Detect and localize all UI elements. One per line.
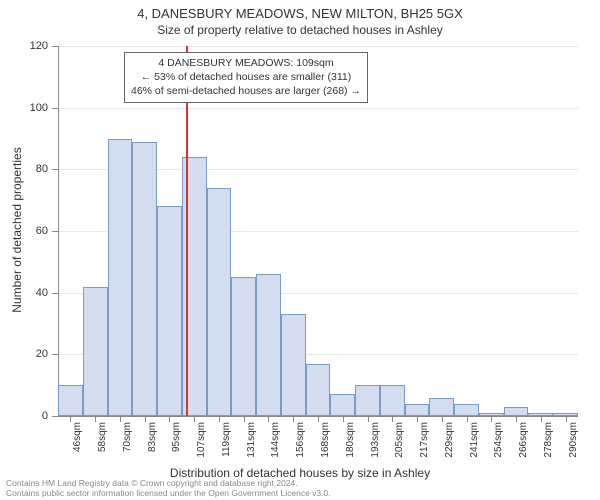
x-tick-label: 83sqm xyxy=(147,422,158,452)
chart-container: 4, DANESBURY MEADOWS, NEW MILTON, BH25 5… xyxy=(0,0,600,500)
gridline xyxy=(58,46,578,47)
x-tick xyxy=(541,416,542,422)
title-main: 4, DANESBURY MEADOWS, NEW MILTON, BH25 5… xyxy=(0,0,600,21)
histogram-bar xyxy=(306,364,331,416)
x-tick-label: 144sqm xyxy=(270,422,281,458)
x-tick xyxy=(95,416,96,422)
x-tick-label: 156sqm xyxy=(295,422,306,458)
y-axis-line xyxy=(58,46,59,416)
x-tick-label: 266sqm xyxy=(518,422,529,458)
y-tick-label: 40 xyxy=(36,287,58,299)
x-tick-label: 217sqm xyxy=(419,422,430,458)
y-tick-label: 0 xyxy=(42,410,58,422)
y-tick-label: 80 xyxy=(36,163,58,175)
y-axis-title: Number of detached properties xyxy=(10,147,24,312)
x-tick xyxy=(244,416,245,422)
y-tick-label: 100 xyxy=(30,102,58,114)
x-tick-label: 241sqm xyxy=(469,422,480,458)
x-tick xyxy=(467,416,468,422)
histogram-bar xyxy=(207,188,232,416)
x-tick-label: 290sqm xyxy=(568,422,579,458)
x-tick-label: 193sqm xyxy=(370,422,381,458)
annotation-line-2: ← 53% of detached houses are smaller (31… xyxy=(131,70,361,84)
histogram-bar xyxy=(256,274,281,416)
histogram-bar xyxy=(429,398,454,417)
x-tick xyxy=(120,416,121,422)
x-tick-label: 205sqm xyxy=(394,422,405,458)
x-tick-label: 46sqm xyxy=(72,422,83,452)
x-tick xyxy=(442,416,443,422)
plot-area: 4 DANESBURY MEADOWS: 109sqm ← 53% of det… xyxy=(58,46,578,416)
x-tick-label: 278sqm xyxy=(543,422,554,458)
y-tick-label: 60 xyxy=(36,225,58,237)
title-sub: Size of property relative to detached ho… xyxy=(0,21,600,37)
x-tick-label: 107sqm xyxy=(196,422,207,458)
histogram-bar xyxy=(132,142,157,416)
x-tick-label: 58sqm xyxy=(97,422,108,452)
histogram-bar xyxy=(454,404,479,416)
x-tick-label: 131sqm xyxy=(246,422,257,458)
histogram-bar xyxy=(281,314,306,416)
footer-attribution: Contains HM Land Registry data © Crown c… xyxy=(6,479,331,498)
annotation-line-1: 4 DANESBURY MEADOWS: 109sqm xyxy=(131,56,361,70)
x-tick xyxy=(368,416,369,422)
x-tick-label: 229sqm xyxy=(444,422,455,458)
histogram-bar xyxy=(157,206,182,416)
histogram-bar xyxy=(58,385,83,416)
histogram-bar xyxy=(231,277,256,416)
x-tick-label: 168sqm xyxy=(320,422,331,458)
x-tick xyxy=(145,416,146,422)
histogram-bar xyxy=(405,404,430,416)
histogram-bar xyxy=(355,385,380,416)
y-tick-label: 20 xyxy=(36,348,58,360)
y-tick-label: 120 xyxy=(30,40,58,52)
histogram-bar xyxy=(330,394,355,416)
annotation-line-3: 46% of semi-detached houses are larger (… xyxy=(131,84,361,98)
x-tick-label: 70sqm xyxy=(122,422,133,452)
x-tick-label: 95sqm xyxy=(171,422,182,452)
footer-line-2: Contains public sector information licen… xyxy=(6,489,331,498)
x-tick xyxy=(516,416,517,422)
x-tick-label: 254sqm xyxy=(493,422,504,458)
histogram-bar xyxy=(380,385,405,416)
x-tick xyxy=(343,416,344,422)
x-tick xyxy=(219,416,220,422)
histogram-bar xyxy=(83,287,108,417)
x-tick xyxy=(417,416,418,422)
x-tick xyxy=(318,416,319,422)
histogram-bar xyxy=(504,407,529,416)
x-tick xyxy=(566,416,567,422)
x-tick-label: 119sqm xyxy=(221,422,232,457)
gridline xyxy=(58,108,578,109)
histogram-bar xyxy=(108,139,133,417)
x-tick-label: 180sqm xyxy=(345,422,356,458)
annotation-box: 4 DANESBURY MEADOWS: 109sqm ← 53% of det… xyxy=(124,52,368,103)
